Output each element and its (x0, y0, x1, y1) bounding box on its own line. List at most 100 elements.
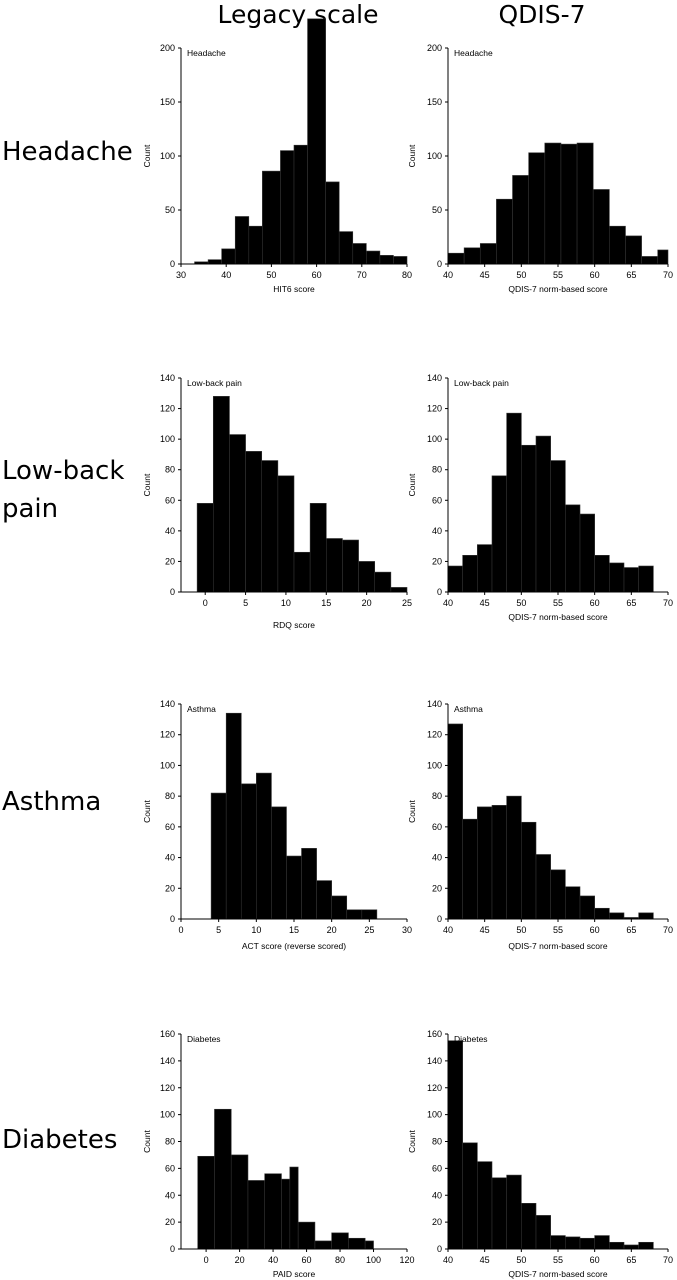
lowback-qdis-y-label: Count (407, 473, 417, 496)
diabetes-legacy-x-tick-label-1: 20 (235, 1255, 245, 1265)
diabetes-qdis-x-tick-label-0: 40 (443, 1255, 453, 1265)
headache-qdis-x-tick-label-5: 65 (626, 270, 636, 280)
headache-legacy-bar-7 (293, 144, 308, 265)
asthma-legacy-x-tick-label-4: 20 (327, 925, 337, 935)
lowback-legacy-panel: 0 20 40 60 80 100 120 140 0 5 10 15 20 25 Low-back pai… (142, 373, 412, 630)
headache-legacy-x-tick-label-3: 60 (312, 270, 322, 280)
lowback-legacy-bar-10 (358, 561, 376, 593)
headache-legacy-y-tick-label-0: 0 (170, 259, 175, 269)
headache-qdis-bar-11 (625, 235, 642, 265)
lowback-qdis-x-tick-label-2: 50 (516, 598, 526, 608)
headache-qdis-y-tick-label-2: 100 (427, 151, 442, 161)
diabetes-qdis-y-tick-label-3: 60 (432, 1163, 442, 1173)
headache-legacy-panel: 0 50 100 150 200 30 40 50 60 70 80 Headache HIT6 sco… (142, 18, 412, 294)
headache-qdis-bar-10 (609, 225, 626, 265)
row-label-headache: Headache (2, 133, 133, 171)
headache-qdis-bar-13 (657, 249, 669, 265)
headache-legacy-bar-14 (393, 256, 408, 265)
asthma-qdis-y-label: Count (407, 800, 417, 823)
asthma-qdis-y-tick-label-2: 40 (432, 853, 442, 863)
diabetes-legacy-y-tick-label-7: 140 (160, 1056, 175, 1066)
asthma-legacy-title: Asthma (187, 704, 216, 714)
lowback-qdis-x-tick-label-0: 40 (443, 598, 453, 608)
headache-qdis-bar-6 (544, 142, 562, 265)
diabetes-qdis-bar-11 (609, 1241, 625, 1250)
row-label-diabetes: Diabetes (2, 1121, 117, 1159)
asthma-qdis-bar-13 (638, 912, 654, 920)
lowback-qdis-bar-13 (638, 565, 654, 593)
row-label-asthma-line: Asthma (2, 787, 102, 817)
lowback-legacy-bar-0 (196, 503, 214, 593)
asthma-legacy-bar-10 (361, 909, 378, 920)
lowback-qdis-y-tick-label-1: 20 (432, 556, 442, 566)
headache-legacy-x-tick-label-0: 30 (176, 270, 186, 280)
asthma-qdis-bar-10 (594, 907, 610, 920)
asthma-qdis-x-tick-label-4: 60 (590, 925, 600, 935)
lowback-qdis-y-tick-label-4: 80 (432, 465, 442, 475)
asthma-legacy-y-tick-label-1: 20 (165, 883, 175, 893)
diabetes-qdis-y-tick-label-8: 160 (427, 1029, 442, 1039)
lowback-qdis-bar-5 (521, 444, 537, 593)
diabetes-qdis-bar-3 (491, 1177, 507, 1250)
asthma-legacy-bar-9 (346, 909, 363, 920)
headache-legacy-y-label: Count (142, 144, 152, 167)
asthma-qdis-y-tick-label-0: 0 (437, 914, 442, 924)
asthma-legacy-y-label: Count (142, 800, 152, 823)
asthma-legacy-x-tick-label-3: 15 (289, 925, 299, 935)
diabetes-qdis-bar-0 (447, 1040, 463, 1250)
diabetes-qdis-panel: 0 20 40 60 80 100 120 140 160 40 45 50 55 60 65 70 Diabe… (407, 1029, 673, 1279)
diabetes-qdis-bar-12 (623, 1244, 639, 1250)
asthma-legacy-x-tick-label-0: 0 (178, 925, 183, 935)
lowback-qdis-bar-2 (477, 544, 493, 593)
lowback-legacy-x-tick-label-1: 5 (243, 598, 248, 608)
diabetes-legacy-bar-4 (264, 1173, 282, 1250)
diabetes-qdis-x-tick-label-4: 60 (590, 1255, 600, 1265)
asthma-legacy-panel: 0 20 40 60 80 100 120 140 0 5 10 15 20 25 30 Asthma ACT … (142, 699, 412, 951)
asthma-qdis-title: Asthma (454, 704, 483, 714)
diabetes-qdis-bar-1 (462, 1142, 478, 1250)
asthma-qdis-y-tick-label-4: 80 (432, 791, 442, 801)
diabetes-qdis-y-tick-label-0: 0 (437, 1244, 442, 1254)
asthma-legacy-y-tick-label-4: 80 (165, 791, 175, 801)
headache-qdis-x-tick-label-6: 70 (663, 270, 673, 280)
diabetes-qdis-bar-13 (638, 1241, 654, 1250)
asthma-qdis-y-tick-label-6: 120 (427, 730, 442, 740)
lowback-qdis-y-tick-label-2: 40 (432, 526, 442, 536)
headache-qdis-bar-4 (512, 175, 529, 265)
diabetes-legacy-y-tick-label-0: 0 (170, 1244, 175, 1254)
asthma-legacy-y-tick-label-6: 120 (160, 730, 175, 740)
diabetes-legacy-y-tick-label-3: 60 (165, 1163, 175, 1173)
lowback-legacy-bar-12 (390, 587, 408, 593)
diabetes-qdis-x-tick-label-1: 45 (480, 1255, 490, 1265)
headache-legacy-bar-9 (325, 181, 340, 265)
headache-qdis-x-tick-label-2: 50 (516, 270, 526, 280)
lowback-qdis-x-label: QDIS-7 norm-based score (508, 612, 607, 622)
column-title-qdis: QDIS-7 (498, 0, 586, 29)
diabetes-qdis-x-tick-label-2: 50 (516, 1255, 526, 1265)
lowback-qdis-bar-10 (594, 555, 610, 593)
diabetes-qdis-y-tick-label-1: 20 (432, 1217, 442, 1227)
headache-legacy-bar-3 (234, 216, 250, 265)
diabetes-qdis-title: Diabetes (454, 1034, 488, 1044)
headache-qdis-bar-8 (576, 142, 594, 265)
diabetes-legacy-x-tick-label-5: 100 (366, 1255, 381, 1265)
headache-legacy-x-tick-label-2: 50 (266, 270, 276, 280)
diabetes-legacy-y-tick-label-6: 120 (160, 1083, 175, 1093)
headache-qdis-y-tick-label-3: 150 (427, 97, 442, 107)
diabetes-qdis-x-tick-label-3: 55 (553, 1255, 563, 1265)
lowback-legacy-bar-2 (229, 434, 246, 593)
diabetes-legacy-x-tick-label-3: 60 (302, 1255, 312, 1265)
diabetes-legacy-bar-3 (247, 1180, 266, 1250)
lowback-legacy-y-tick-label-2: 40 (165, 526, 175, 536)
diabetes-legacy-x-tick-label-6: 120 (399, 1255, 414, 1265)
diabetes-legacy-y-tick-label-5: 100 (160, 1110, 175, 1120)
asthma-qdis-bar-8 (565, 886, 581, 920)
asthma-legacy-bar-2 (240, 783, 257, 920)
headache-qdis-y-tick-label-4: 200 (427, 43, 442, 53)
diabetes-qdis-y-tick-label-5: 100 (427, 1110, 442, 1120)
diabetes-qdis-bar-8 (565, 1236, 581, 1250)
headache-legacy-x-tick-label-5: 80 (402, 270, 412, 280)
asthma-legacy-bar-5 (286, 855, 302, 920)
diabetes-legacy-x-tick-label-2: 40 (268, 1255, 278, 1265)
diabetes-legacy-bar-1 (214, 1108, 232, 1250)
